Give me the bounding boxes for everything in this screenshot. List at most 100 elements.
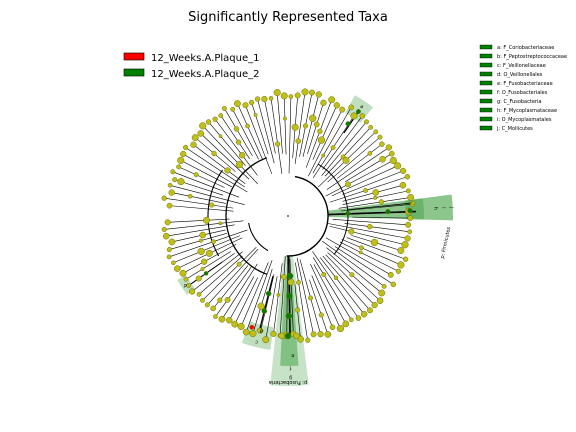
tree-node (265, 290, 272, 297)
tree-branch (334, 246, 394, 285)
tree-node (224, 296, 231, 303)
tree-branch (295, 262, 308, 341)
tree-node (385, 144, 392, 151)
tree-node (405, 188, 411, 194)
tree-node (200, 267, 205, 271)
tree-node (363, 119, 369, 125)
legend-swatch-plaque2 (123, 68, 145, 77)
tree-node (186, 283, 192, 288)
tree-branch (313, 264, 347, 325)
tree-branch (307, 102, 324, 155)
tree-node (339, 106, 346, 113)
tree-node (301, 88, 309, 96)
tree-branch (311, 275, 333, 328)
tree-node (282, 116, 287, 121)
tree-node (309, 114, 317, 122)
tree-node (287, 278, 295, 286)
tree-node (197, 247, 205, 256)
key-label-j: j: C_Mollicutes (496, 126, 533, 132)
tree-branch (251, 102, 269, 155)
key-swatch-h (479, 107, 493, 113)
tree-node (399, 181, 407, 189)
tree-node (349, 317, 354, 323)
tree-node (245, 123, 250, 129)
tree-node (210, 305, 216, 312)
tree-node (379, 141, 385, 147)
tree-branch (198, 255, 243, 295)
tree-node (187, 193, 193, 199)
tree-node (293, 332, 300, 339)
tree-node (217, 297, 223, 303)
key-swatch-a (479, 44, 493, 50)
tree-node (377, 134, 383, 140)
tree-node (315, 91, 322, 98)
tree-node (173, 265, 181, 272)
tree-branch (258, 276, 274, 331)
tree-node (356, 109, 361, 114)
tree-node (196, 292, 202, 297)
tree-branch (294, 91, 306, 164)
tree-node (378, 199, 384, 205)
tree-node (254, 96, 261, 102)
tree-node (224, 167, 231, 174)
tree-node (390, 281, 397, 288)
tree-edges (164, 91, 416, 341)
tree-node (257, 302, 265, 310)
tree-node (284, 332, 292, 340)
tree-node (342, 156, 350, 164)
tree-branch (191, 251, 243, 292)
tree-node (401, 241, 409, 249)
tree-branch (234, 277, 259, 325)
tree-node (305, 337, 311, 343)
tree-node (205, 119, 212, 125)
tree-node (379, 155, 386, 163)
legend-swatch-plaque1 (123, 52, 145, 61)
tree-node (226, 317, 233, 324)
tree-node (166, 247, 172, 253)
tree-node (236, 261, 242, 267)
tree-branch (182, 244, 237, 274)
tree-node (318, 312, 324, 318)
tree-arc (225, 157, 268, 275)
tree-node (395, 268, 401, 274)
tree-branch (343, 109, 361, 134)
legend-label-plaque2: 12_Weeks.A.Plaque_2 (151, 69, 260, 80)
tree-node (309, 89, 315, 96)
tree-node (256, 327, 263, 334)
tree-node (248, 99, 255, 106)
tree-branch (237, 103, 264, 161)
tree-node (233, 126, 240, 132)
tree-branch (347, 202, 414, 211)
tree-branch (245, 105, 273, 175)
tree-branch (260, 274, 275, 331)
tree-node (302, 123, 309, 129)
tree-branch (331, 165, 398, 197)
tree-node (221, 106, 227, 111)
tree-node (168, 189, 175, 196)
tree-branch (324, 127, 371, 177)
tree-node (385, 209, 391, 215)
tree-node (367, 223, 373, 230)
tree-node (280, 92, 288, 100)
tree-node (211, 150, 217, 157)
tree-node (285, 312, 293, 320)
tree-branch (169, 233, 227, 250)
tree-branch (279, 256, 286, 336)
figure-title: Significantly Represented Taxa (188, 10, 388, 25)
tree-node (363, 188, 369, 193)
tree-branch (312, 105, 338, 160)
tree-node (295, 138, 302, 144)
tree-branch (327, 136, 381, 183)
tree-branch (173, 235, 241, 264)
tree-branch (171, 229, 226, 243)
tree-node (273, 89, 281, 97)
tree-branch (339, 241, 399, 272)
tree-node (294, 307, 301, 313)
tree-node (407, 193, 415, 201)
tree-branch (202, 125, 259, 185)
tree-node (294, 92, 301, 99)
tree-branch (319, 257, 365, 315)
tree-node (370, 238, 379, 247)
tree-branch (202, 247, 257, 301)
tree-node (237, 322, 245, 330)
